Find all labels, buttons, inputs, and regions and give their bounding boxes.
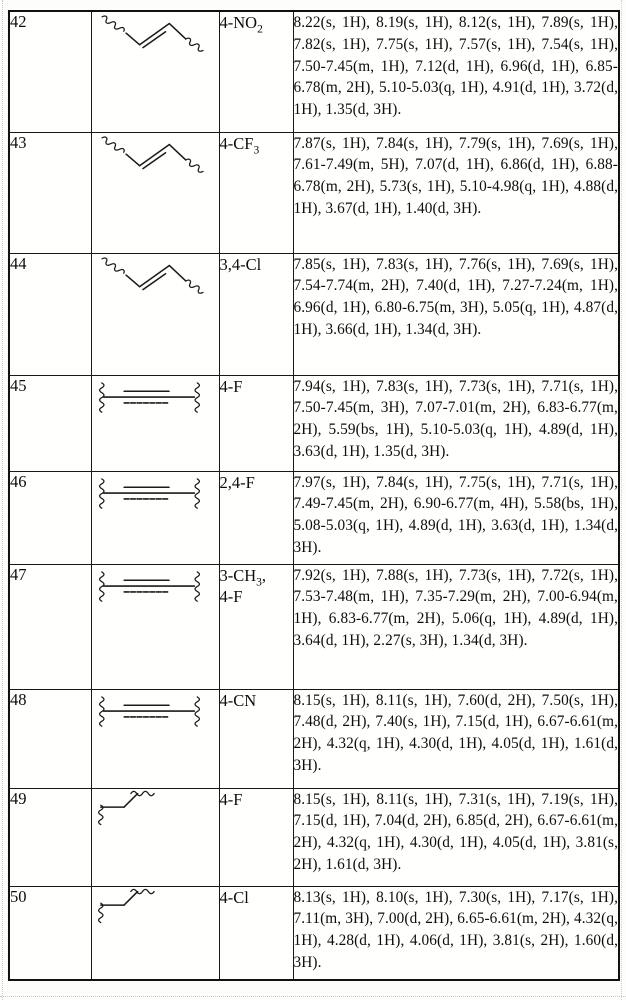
compound-id: 42 [10,12,27,31]
table-row: 43 4-CF3 7.87(s, 1H), 7.84(s, 1H), 7.79(… [8,131,620,254]
compound-nmr-table: 42 4-NO2 8.22(s, 1H), 8.19(s, 1H), 8.12(… [8,10,620,981]
substituent: 3,4-Cl [219,254,262,274]
table-row: 48 4-CN 8.15(s, 1H), 8.11(s, 1H), 7.60(d… [8,688,620,789]
nmr-data: 8.15(s, 1H), 8.11(s, 1H), 7.31(s, 1H), 7… [293,790,618,873]
structure-cell [90,131,220,254]
compound-id: 45 [10,375,27,395]
compound-id: 49 [10,788,27,808]
trans-alkene-structure-drawing [100,256,204,294]
structure-cell [90,563,220,690]
compound-id: 47 [10,564,27,584]
compound-id: 50 [10,886,27,906]
structure-cell [90,252,220,376]
structure-cell [90,374,220,472]
table-row: 49 4-F 8.15(s, 1H), 8.11(s, 1H), 7.31(s,… [8,787,620,887]
table-row: 44 3,4-Cl 7.85(s, 1H), 7.83(s, 1H), 7.76… [8,252,620,376]
compound-id: 44 [10,253,27,273]
structure-cell [90,787,220,887]
structure-cell [90,470,220,565]
alkyne-structure-drawing [98,477,200,509]
methylene-structure-drawing [97,790,155,825]
scan-edge-line [2,0,3,1000]
substituent: 4-CN [219,690,257,710]
table-row: 45 4-F 7.94(s, 1H), 7.83(s, 1H), 7.73(s,… [8,374,620,472]
structure-cell [90,885,220,981]
scan-edge-line [0,996,626,997]
compound-id: 46 [10,471,27,491]
alkyne-structure-drawing [98,381,200,413]
structure-cell [90,688,220,789]
trans-alkene-structure-drawing [100,15,204,52]
structure-cell [90,10,220,133]
substituent: 4-NO2 [219,13,263,36]
substituent: 4-Cl [219,887,249,907]
table-row: 42 4-NO2 8.22(s, 1H), 8.19(s, 1H), 8.12(… [8,10,620,133]
methylene-structure-drawing [97,888,155,923]
nmr-data: 8.13(s, 1H), 8.10(s, 1H), 7.30(s, 1H), 7… [293,888,618,971]
nmr-data: 7.92(s, 1H), 7.88(s, 1H), 7.73(s, 1H), 7… [293,566,618,649]
nmr-data: 7.97(s, 1H), 7.84(s, 1H), 7.75(s, 1H), 7… [293,473,618,556]
nmr-data: 7.87(s, 1H), 7.84(s, 1H), 7.79(s, 1H), 7… [293,134,618,217]
substituent: 4-F [219,789,243,809]
table-row: 47 3-CH3, 4-F 7.92(s, 1H), 7.88(s, 1H), 7… [8,563,620,690]
page-body: 42 4-NO2 8.22(s, 1H), 8.19(s, 1H), 8.12(… [8,10,620,981]
compound-table-body: 42 4-NO2 8.22(s, 1H), 8.19(s, 1H), 8.12(… [8,10,620,981]
scan-edge-line [621,0,622,1000]
substituent: 4-CF3 [219,133,260,156]
compound-id: 48 [10,689,27,709]
nmr-data: 7.85(s, 1H), 7.83(s, 1H), 7.76(s, 1H), 7… [293,255,618,338]
substituent: 4-F [219,376,243,396]
nmr-data: 7.94(s, 1H), 7.83(s, 1H), 7.73(s, 1H), 7… [293,377,618,460]
alkyne-structure-drawing [98,570,200,602]
substituent: 2,4-F [219,472,255,492]
nmr-data: 8.22(s, 1H), 8.19(s, 1H), 8.12(s, 1H), 7… [293,14,618,119]
compound-id: 43 [10,132,27,152]
table-row: 46 2,4-F 7.97(s, 1H), 7.84(s, 1H), 7.75(… [8,470,620,565]
alkyne-structure-drawing [98,695,200,727]
trans-alkene-structure-drawing [100,135,204,173]
substituent: 3-CH3, 4-F [219,565,267,606]
nmr-data: 8.15(s, 1H), 8.11(s, 1H), 7.60(d, 2H), 7… [293,691,618,774]
table-row: 50 4-Cl 8.13(s, 1H), 8.10(s, 1H), 7.30(s… [8,885,620,981]
